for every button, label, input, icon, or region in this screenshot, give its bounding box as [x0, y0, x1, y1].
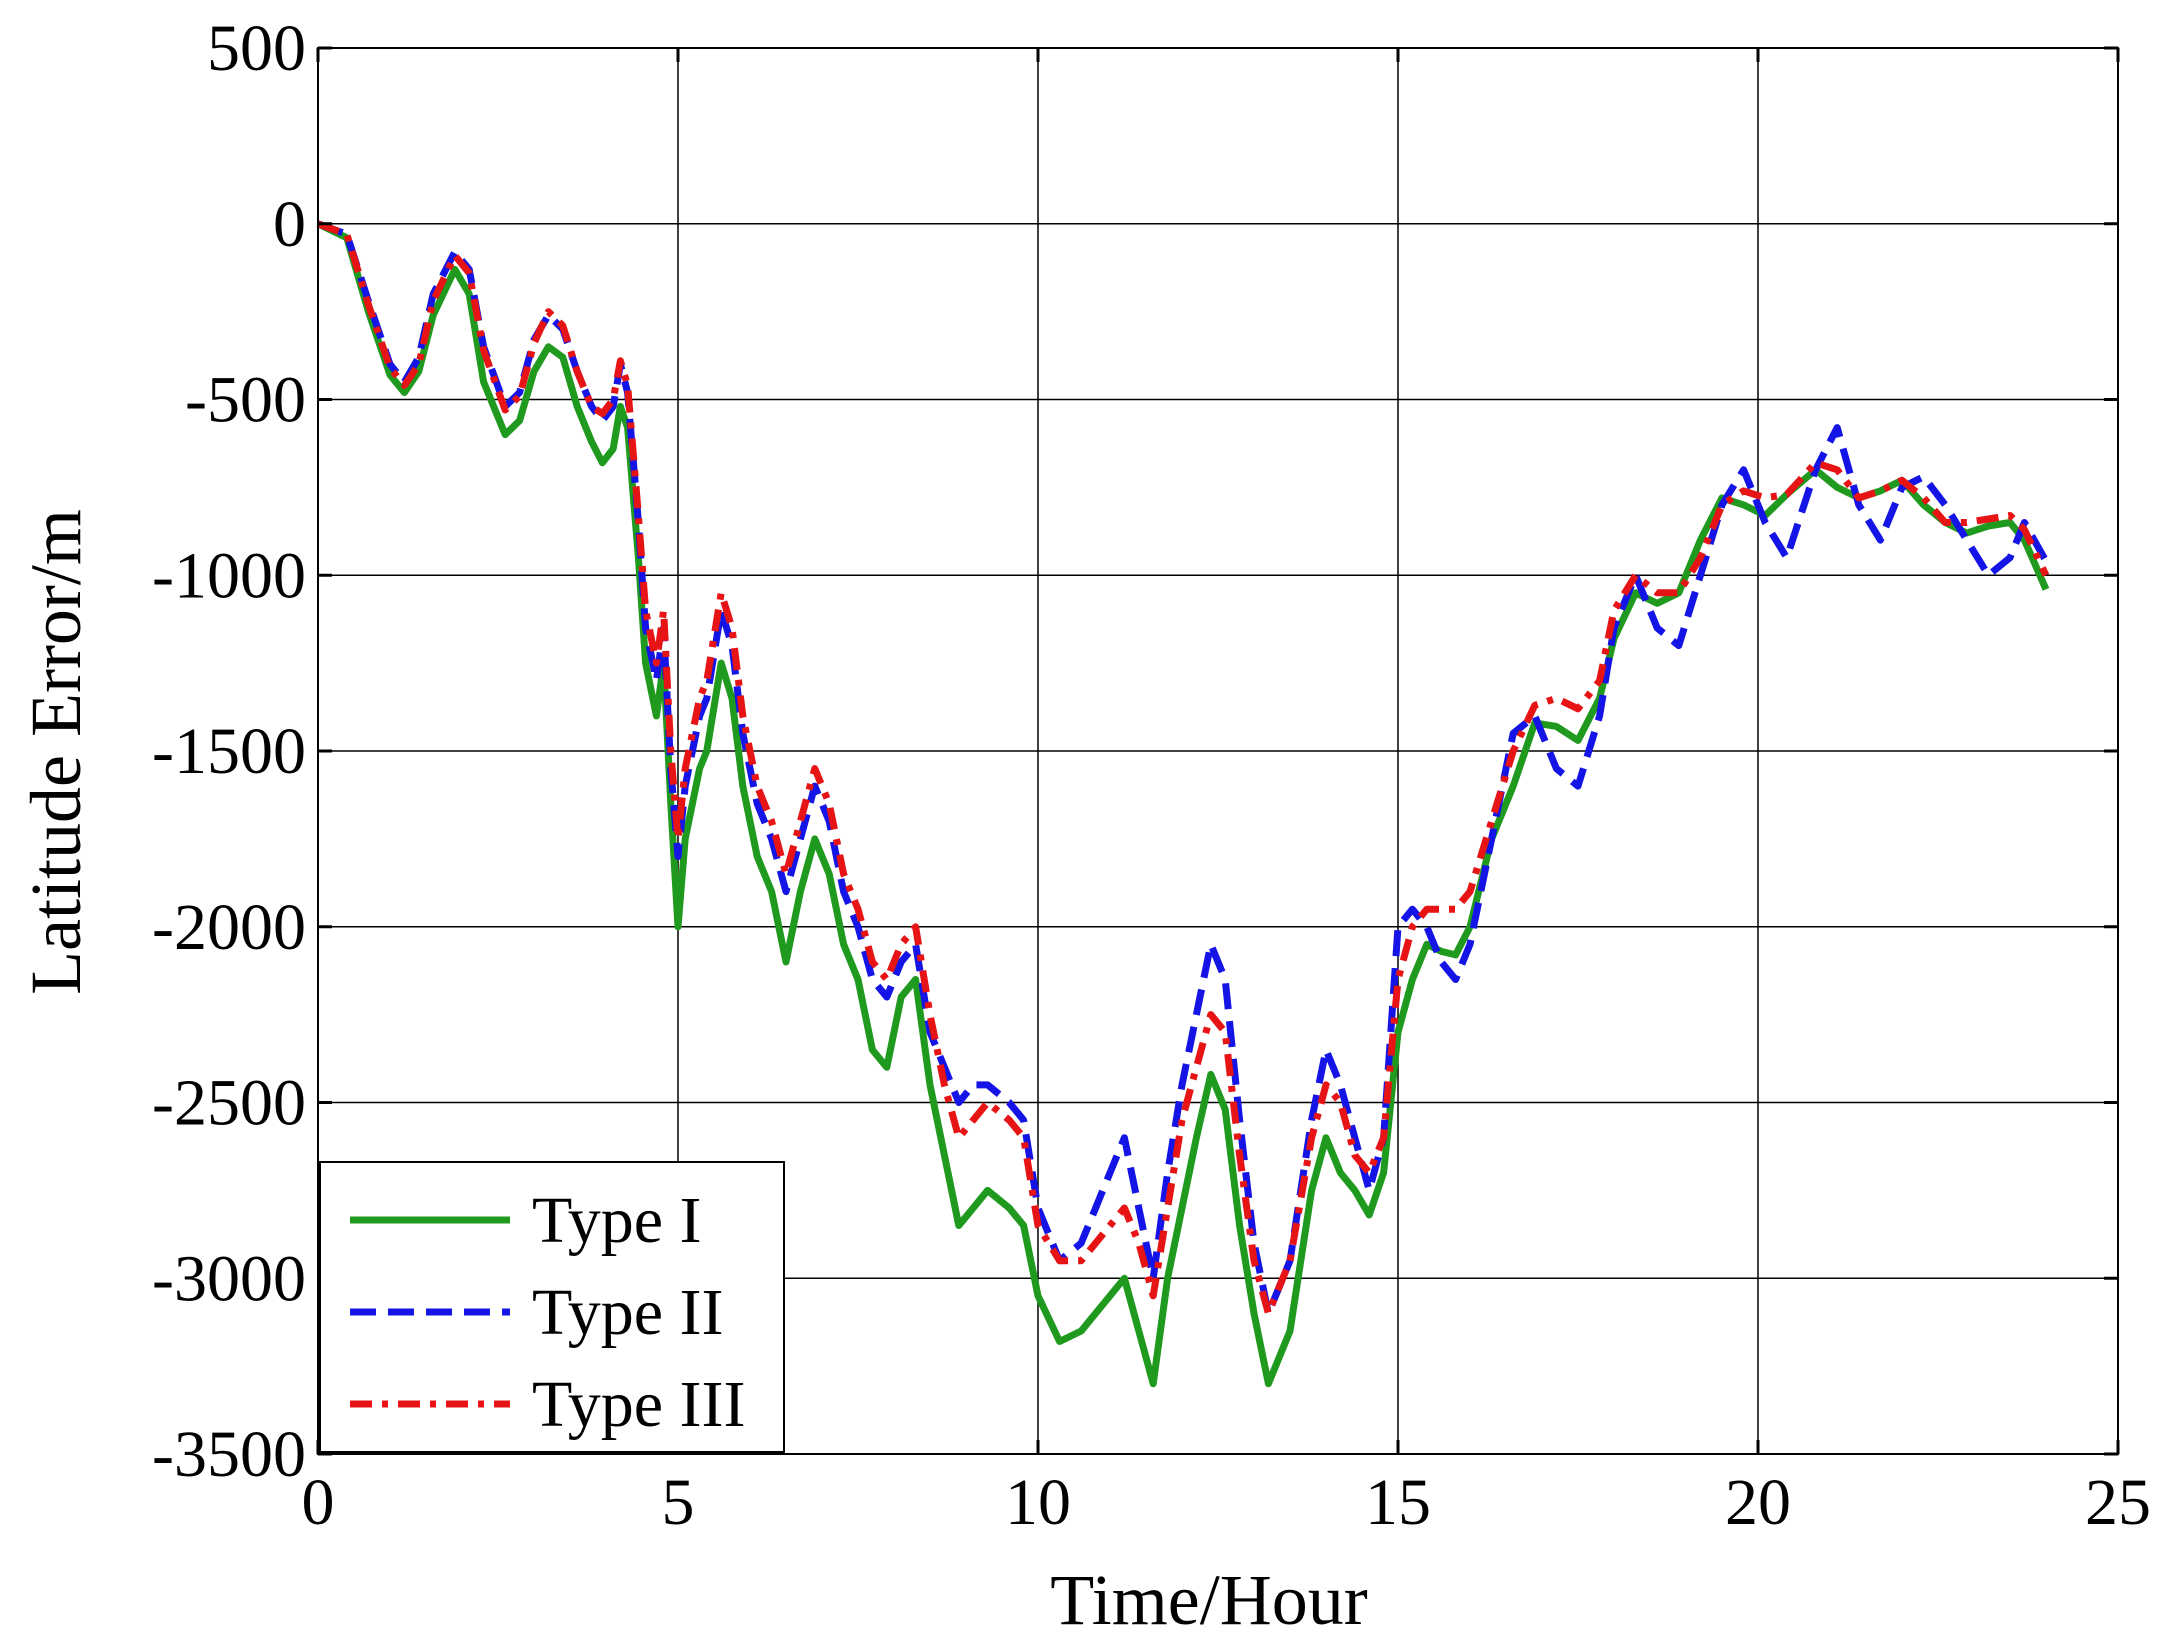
y-tick-label: -2000	[152, 891, 306, 964]
series-line-3	[316, 220, 2050, 1317]
grid-lines	[318, 48, 2118, 1454]
y-tick-label: 0	[273, 188, 306, 261]
series-lines	[316, 220, 2050, 1388]
legend-label-1: Type I	[532, 1184, 701, 1257]
y-tick-label: -2500	[152, 1067, 306, 1140]
x-axis-title: Time/Hour	[1050, 1560, 1367, 1636]
y-tick-label: -500	[185, 364, 306, 437]
legend-label-3: Type III	[532, 1368, 745, 1441]
y-tick-label: 500	[207, 12, 306, 85]
x-tick-label: 15	[1365, 1466, 1431, 1539]
axis-tick-labels: 0 5 10 15 20 25 -3500 -3000 -2500 -2000 -1500 -1000…	[152, 12, 2151, 1539]
x-tick-label: 25	[2085, 1466, 2151, 1539]
axis-ticks	[316, 46, 2120, 1456]
y-tick-label: -3000	[152, 1242, 306, 1315]
legend-box	[319, 1161, 785, 1453]
y-axis-title: Latitude Error/m	[16, 509, 96, 995]
legend: Type I Type II Type III	[319, 1161, 785, 1453]
series-line-2	[316, 220, 2050, 1317]
x-tick-label: 0	[302, 1466, 335, 1539]
y-tick-label: -1000	[152, 539, 306, 612]
y-tick-label: -1500	[152, 715, 306, 788]
x-tick-label: 5	[662, 1466, 695, 1539]
legend-label-2: Type II	[532, 1276, 723, 1349]
x-tick-label: 20	[1725, 1466, 1791, 1539]
series-line-1	[316, 220, 2050, 1388]
y-tick-label: -3500	[152, 1418, 306, 1491]
x-tick-label: 10	[1005, 1466, 1071, 1539]
